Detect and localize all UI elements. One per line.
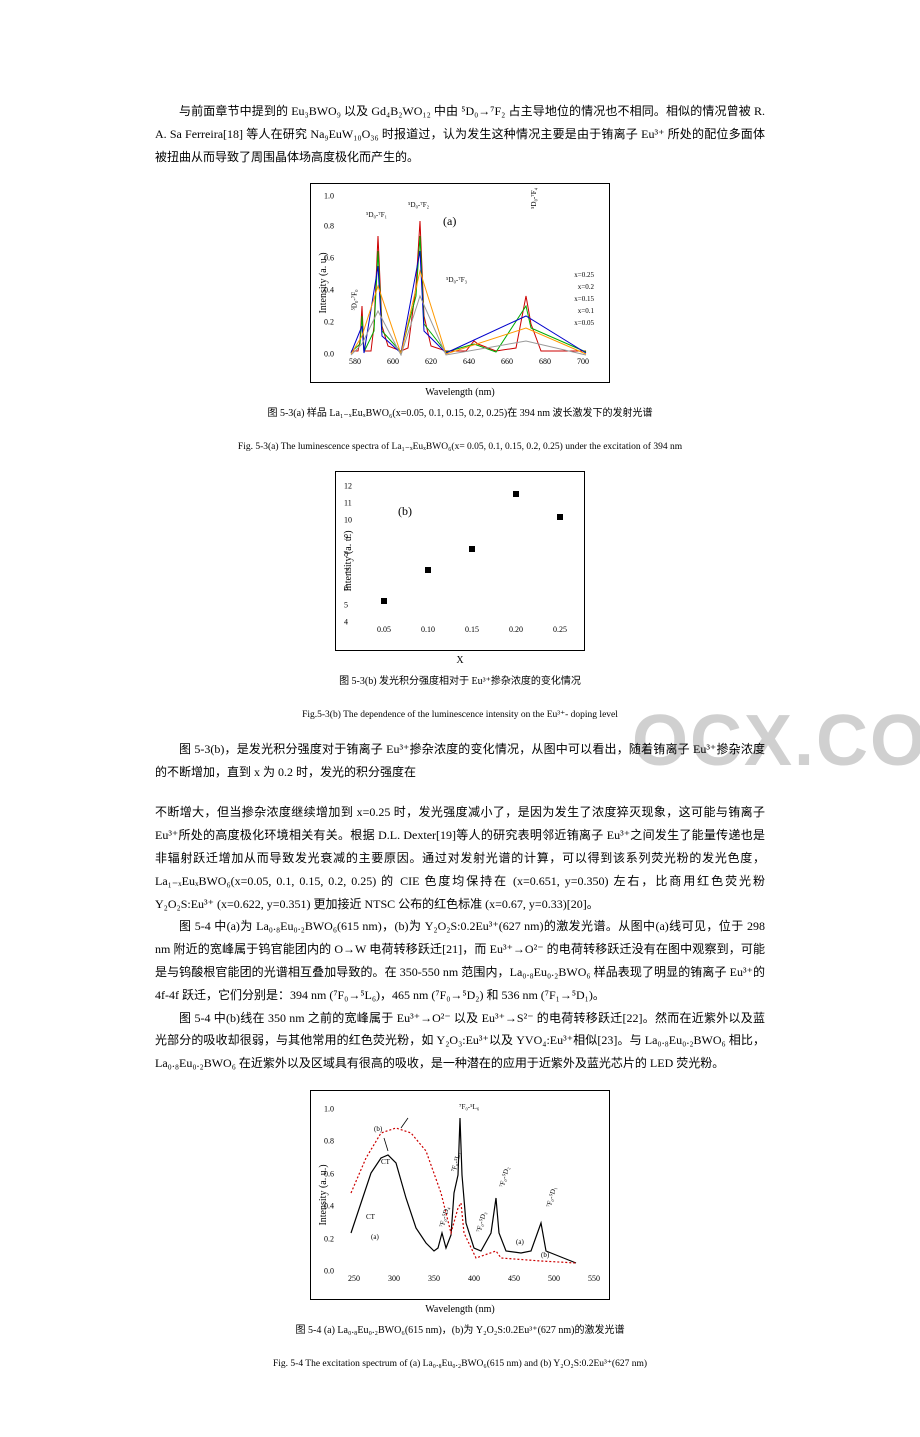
fig53a-caption-en: Fig. 5-3(a) The luminescence spectra of … bbox=[155, 440, 765, 455]
xtick: 0.20 bbox=[509, 625, 523, 634]
label-b-line: (b) bbox=[541, 1251, 549, 1259]
ytick: 1.0 bbox=[324, 192, 334, 201]
paragraph-2: 图 5-3(b)，是发光积分强度对于铕离子 Eu³⁺摻杂浓度的变化情况，从图中可… bbox=[155, 738, 765, 784]
chart-c-xlabel: Wavelength (nm) bbox=[425, 1304, 494, 1315]
label-a-line: (a) bbox=[516, 1238, 524, 1246]
chart-c-plot: (b) CT CT (a) ⁷F₀-⁵D₄ ⁷F₀-⁵L₇ ⁷F₀-⁵L₆ ⁷F… bbox=[346, 1103, 599, 1271]
scatter-point bbox=[513, 491, 519, 497]
ytick: 9 bbox=[344, 532, 348, 541]
ytick: 0.8 bbox=[324, 1136, 334, 1145]
peak-d0f3: ⁵D₀-⁷F₃ bbox=[446, 276, 467, 284]
fig54-caption-cn: 图 5-4 (a) La₀.₈Eu₀.₂BWO₆(615 nm)，(b)为 Y₂… bbox=[155, 1323, 765, 1339]
fig53b-caption-cn: 图 5-3(b) 发光积分强度相对于 Eu³⁺摻杂浓度的变化情况 bbox=[155, 674, 765, 690]
figure-5-4: Intensity (a. u.) (b) CT CT (a) ⁷F₀-⁵D₄ … bbox=[155, 1090, 765, 1372]
series-1: x=0.2 bbox=[578, 283, 594, 291]
ytick: 1.0 bbox=[324, 1104, 334, 1113]
chart-a-plot: (a) ⁵D₀-⁷F₀ ⁵D₀-⁷F₁ ⁵D₀-⁷F₂ ⁵D₀-⁷F₃ ⁵D₀-… bbox=[346, 196, 599, 354]
peak-d0f4: ⁵D₀-⁷F₄ bbox=[530, 188, 538, 209]
xtick: 450 bbox=[508, 1274, 520, 1283]
xtick: 550 bbox=[588, 1274, 600, 1283]
ytick: 0.2 bbox=[324, 1234, 334, 1243]
ytick: 0.0 bbox=[324, 1266, 334, 1275]
figure-5-3a: Intensity (a. u.) (a) ⁵D₀-⁷F₀ ⁵D₀-⁷F₁ ⁵D… bbox=[155, 183, 765, 455]
xtick: 0.25 bbox=[553, 625, 567, 634]
peak-d0f0: ⁵D₀-⁷F₀ bbox=[351, 290, 359, 311]
ytick: 6 bbox=[344, 583, 348, 592]
ytick: 12 bbox=[344, 481, 352, 490]
ytick: 7 bbox=[344, 566, 348, 575]
peak-d0f2: ⁵D₀-⁷F₂ bbox=[408, 201, 429, 209]
ytick: 0.6 bbox=[324, 254, 334, 263]
xtick: 660 bbox=[501, 357, 513, 366]
series-3: x=0.1 bbox=[578, 307, 594, 315]
xtick: 620 bbox=[425, 357, 437, 366]
ytick: 0.4 bbox=[324, 1201, 334, 1210]
label-ct-2: CT bbox=[366, 1213, 375, 1221]
xtick: 700 bbox=[577, 357, 589, 366]
xtick: 500 bbox=[548, 1274, 560, 1283]
series-0: x=0.25 bbox=[574, 271, 594, 279]
ytick: 10 bbox=[344, 515, 352, 524]
fig54-caption-en: Fig. 5-4 The excitation spectrum of (a) … bbox=[155, 1357, 765, 1372]
label-ct-1: CT bbox=[381, 1158, 390, 1166]
ytick: 0.4 bbox=[324, 286, 334, 295]
xtick: 250 bbox=[348, 1274, 360, 1283]
ytick: 5 bbox=[344, 600, 348, 609]
series-2: x=0.15 bbox=[574, 295, 594, 303]
chart-a-panel-label: (a) bbox=[441, 214, 458, 229]
xtick: 350 bbox=[428, 1274, 440, 1283]
paragraph-5: 图 5-4 中(b)线在 350 nm 之前的宽峰属于 Eu³⁺→O²⁻ 以及 … bbox=[155, 1007, 765, 1075]
ytick: 11 bbox=[344, 498, 352, 507]
chart-a-svg bbox=[346, 196, 601, 356]
xtick: 300 bbox=[388, 1274, 400, 1283]
series-4: x=0.05 bbox=[574, 319, 594, 327]
paragraph-1: 与前面章节中提到的 Eu₃BWO₉ 以及 Gd₄B₂WO₁₂ 中由 ⁵D₀→⁷F… bbox=[155, 100, 765, 168]
fig53a-caption-cn: 图 5-3(a) 样品 La₁₋ₓEuₓBWO₆(x=0.05, 0.1, 0.… bbox=[155, 406, 765, 422]
ytick: 0.2 bbox=[324, 318, 334, 327]
scatter-point bbox=[469, 546, 475, 552]
label-a-bottom: (a) bbox=[371, 1233, 379, 1241]
xtick: 0.05 bbox=[377, 625, 391, 634]
ytick: 0.8 bbox=[324, 222, 334, 231]
scatter-point bbox=[381, 598, 387, 604]
xtick: 580 bbox=[349, 357, 361, 366]
peak-d0f1: ⁵D₀-⁷F₁ bbox=[366, 211, 387, 219]
chart-b-panel-label: (b) bbox=[396, 504, 414, 519]
figure-5-3b: Intensity (a. u.) (b) 0.05 0.10 0.15 0.2… bbox=[155, 471, 765, 723]
chart-b-xlabel: X bbox=[456, 655, 463, 666]
xtick: 0.10 bbox=[421, 625, 435, 634]
scatter-point bbox=[557, 514, 563, 520]
paragraph-4: 图 5-4 中(a)为 La₀.₈Eu₀.₂BWO₆(615 nm)，(b)为 … bbox=[155, 915, 765, 1006]
chart-b-plot: (b) 0.05 0.10 0.15 0.20 0.25 4 5 6 7 8 9 bbox=[366, 484, 574, 622]
paragraph-3: 不断增大，但当摻杂浓度继续增加到 x=0.25 时，发光强度减小了，是因为发生了… bbox=[155, 801, 765, 915]
xtick: 640 bbox=[463, 357, 475, 366]
ytick: 0.6 bbox=[324, 1169, 334, 1178]
ytick: 4 bbox=[344, 617, 348, 626]
xtick: 600 bbox=[387, 357, 399, 366]
ytick: 0.0 bbox=[324, 350, 334, 359]
label-f0l6: ⁷F₀-⁵L₆ bbox=[459, 1103, 479, 1111]
label-b-top: (b) bbox=[374, 1125, 382, 1133]
chart-a-xlabel: Wavelength (nm) bbox=[425, 387, 494, 398]
xtick: 0.15 bbox=[465, 625, 479, 634]
xtick: 680 bbox=[539, 357, 551, 366]
scatter-point bbox=[425, 567, 431, 573]
ytick: 8 bbox=[344, 549, 348, 558]
chart-c-svg bbox=[346, 1103, 601, 1273]
xtick: 400 bbox=[468, 1274, 480, 1283]
